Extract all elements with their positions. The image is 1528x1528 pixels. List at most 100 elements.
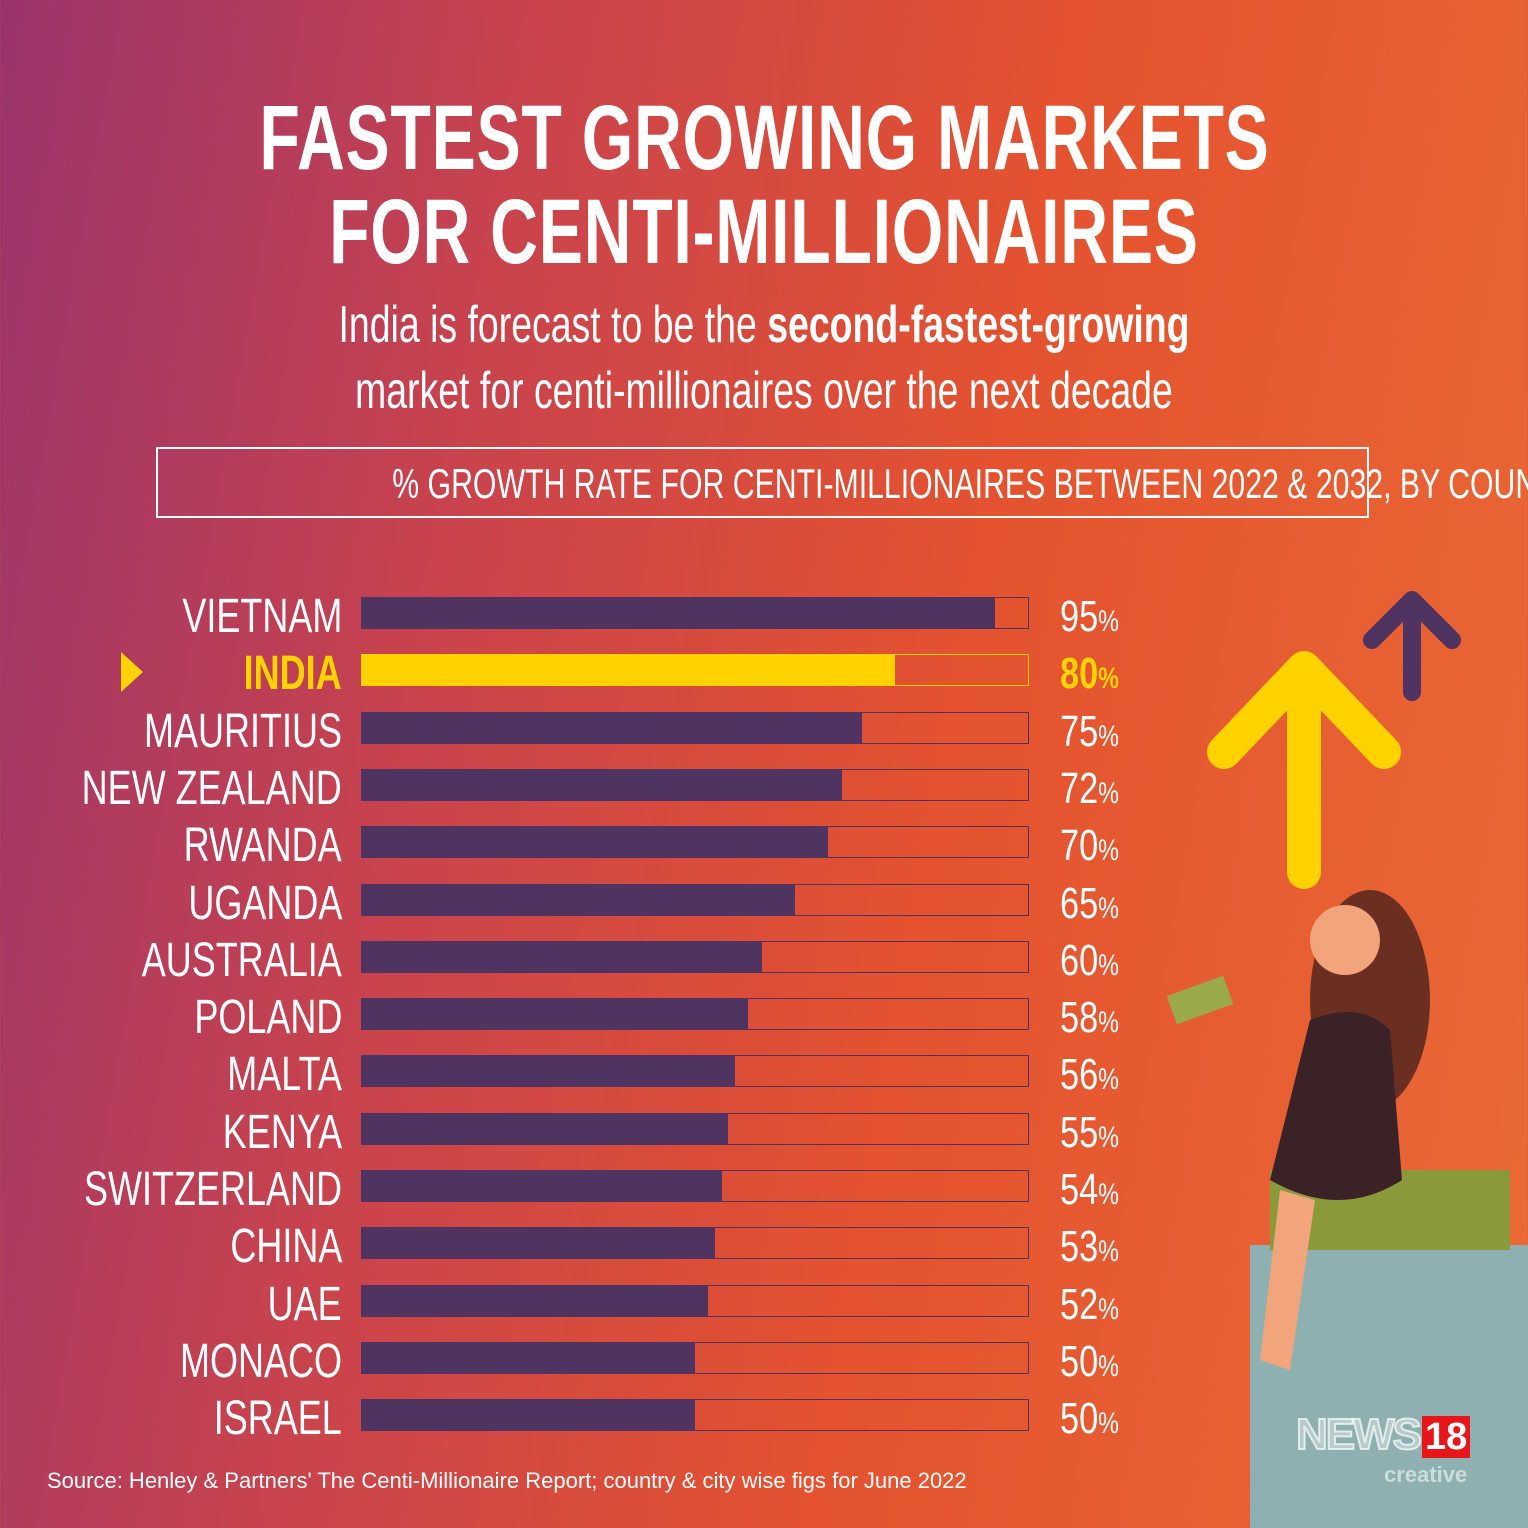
- category-label: KENYA: [222, 1105, 342, 1159]
- bar-row-mauritius: MAURITIUS 75%: [0, 705, 1200, 758]
- value-label: 52%: [1060, 1279, 1119, 1336]
- value-number: 72: [1060, 763, 1099, 813]
- value-number: 56: [1060, 1050, 1099, 1100]
- value-suffix: %: [1098, 1063, 1119, 1097]
- purple-arrow-icon: [1363, 591, 1461, 701]
- value-label: 56%: [1060, 1049, 1119, 1106]
- bar: [362, 1113, 729, 1144]
- subtitle-line-2: market for centi-millionaires over the n…: [355, 362, 1173, 420]
- bar: [362, 1228, 715, 1259]
- bar: [362, 1285, 709, 1316]
- bar-row-uganda: UGANDA 65%: [0, 877, 1200, 930]
- chart-heading-box: % GROWTH RATE FOR CENTI-MILLIONAIRES BET…: [156, 447, 1528, 518]
- value-number: 70: [1060, 821, 1099, 871]
- chart-heading: % GROWTH RATE FOR CENTI-MILLIONAIRES BET…: [392, 460, 1528, 507]
- category-label: MAURITIUS: [144, 704, 342, 758]
- bar-row-israel: ISRAEL 50%: [0, 1392, 1200, 1445]
- value-label: 70%: [1060, 820, 1119, 877]
- category-label: RWANDA: [183, 819, 342, 873]
- source-note: Source: Henley & Partners' The Centi-Mil…: [47, 1468, 967, 1493]
- bar: [362, 999, 749, 1030]
- bar-track: [361, 883, 1029, 916]
- bar-row-monaco: MONACO 50%: [0, 1335, 1200, 1388]
- bar-track: [361, 1341, 1029, 1374]
- bar: [362, 884, 795, 915]
- value-label: 58%: [1060, 992, 1119, 1049]
- value-suffix: %: [1098, 1178, 1119, 1211]
- bar-track: [361, 654, 1029, 687]
- woman-with-money-illustration: [1166, 890, 1528, 1528]
- bar: [362, 655, 895, 686]
- value-suffix: %: [1098, 662, 1119, 696]
- category-label: SWITZERLAND: [83, 1163, 342, 1216]
- value-label: 65%: [1060, 878, 1119, 935]
- logo-18: 18: [1422, 1416, 1471, 1458]
- bar-track: [361, 998, 1029, 1031]
- value-suffix: %: [1098, 1349, 1119, 1383]
- value-label: 55%: [1060, 1107, 1119, 1164]
- value-suffix: %: [1098, 1120, 1119, 1154]
- value-number: 95: [1060, 592, 1099, 641]
- value-suffix: %: [1098, 1407, 1119, 1441]
- value-suffix: %: [1098, 719, 1119, 753]
- value-label: 75%: [1060, 706, 1119, 763]
- bar-row-switzerland: SWITZERLAND 54%: [0, 1163, 1200, 1216]
- bar-row-rwanda: RWANDA 70%: [0, 819, 1200, 872]
- subtitle-bold: second-fastest-growing: [767, 296, 1190, 354]
- value-number: 50: [1060, 1394, 1099, 1444]
- bar: [362, 1342, 695, 1373]
- value-label: 50%: [1060, 1336, 1119, 1393]
- bar-row-india: INDIA 80%: [0, 647, 1200, 700]
- value-number: 75: [1060, 706, 1099, 756]
- yellow-arrow-icon: [1207, 651, 1401, 889]
- bar: [362, 769, 842, 800]
- category-label: UGANDA: [187, 876, 342, 930]
- logo-news: NEWS: [1295, 1409, 1423, 1460]
- value-suffix: %: [1098, 605, 1119, 638]
- category-label: NEW ZEALAND: [81, 761, 342, 815]
- value-number: 54: [1060, 1165, 1099, 1214]
- category-label: VIETNAM: [181, 590, 342, 643]
- value-label: 50%: [1060, 1393, 1119, 1450]
- value-label: 95%: [1060, 591, 1119, 648]
- bar-row-china: CHINA 53%: [0, 1220, 1200, 1273]
- bar-track: [361, 826, 1029, 859]
- category-label: INDIA: [243, 647, 342, 701]
- value-number: 53: [1060, 1222, 1099, 1272]
- bar: [362, 1056, 735, 1087]
- bar-track: [361, 1112, 1029, 1145]
- bar-track: [361, 597, 1029, 629]
- bar: [362, 598, 995, 628]
- value-suffix: %: [1098, 1292, 1119, 1326]
- bar-row-malta: MALTA 56%: [0, 1048, 1200, 1101]
- value-number: 52: [1060, 1279, 1099, 1329]
- category-label: AUSTRALIA: [141, 933, 342, 987]
- chart-title: FASTEST GROWING MARKETS FOR CENTI-MILLIO…: [0, 92, 1528, 280]
- bar: [362, 712, 862, 743]
- value-label: 53%: [1060, 1221, 1119, 1278]
- value-suffix: %: [1098, 1006, 1119, 1040]
- bar-track: [361, 1055, 1029, 1088]
- bar-row-uae: UAE 52%: [0, 1278, 1200, 1331]
- bar-row-poland: POLAND 58%: [0, 991, 1200, 1044]
- value-number: 60: [1060, 935, 1099, 985]
- bar-track: [361, 1227, 1029, 1260]
- value-label: 54%: [1060, 1164, 1119, 1221]
- value-number: 55: [1060, 1107, 1099, 1157]
- category-label: UAE: [267, 1277, 342, 1331]
- bar-row-new-zealand: NEW ZEALAND 72%: [0, 762, 1200, 815]
- value-suffix: %: [1098, 948, 1119, 982]
- bar-track: [361, 768, 1029, 801]
- category-label: CHINA: [229, 1220, 342, 1274]
- value-suffix: %: [1098, 776, 1119, 810]
- illustration: [1166, 591, 1528, 1528]
- bar-row-kenya: KENYA 55%: [0, 1106, 1200, 1159]
- bar-row-australia: AUSTRALIA 60%: [0, 934, 1200, 987]
- value-number: 50: [1060, 1336, 1099, 1386]
- title-line-1: FASTEST GROWING MARKETS: [258, 87, 1270, 189]
- value-suffix: %: [1098, 1235, 1119, 1269]
- category-label: MALTA: [227, 1048, 342, 1102]
- bar: [362, 827, 829, 858]
- value-label: 72%: [1060, 763, 1119, 820]
- value-label: 80%: [1060, 648, 1119, 705]
